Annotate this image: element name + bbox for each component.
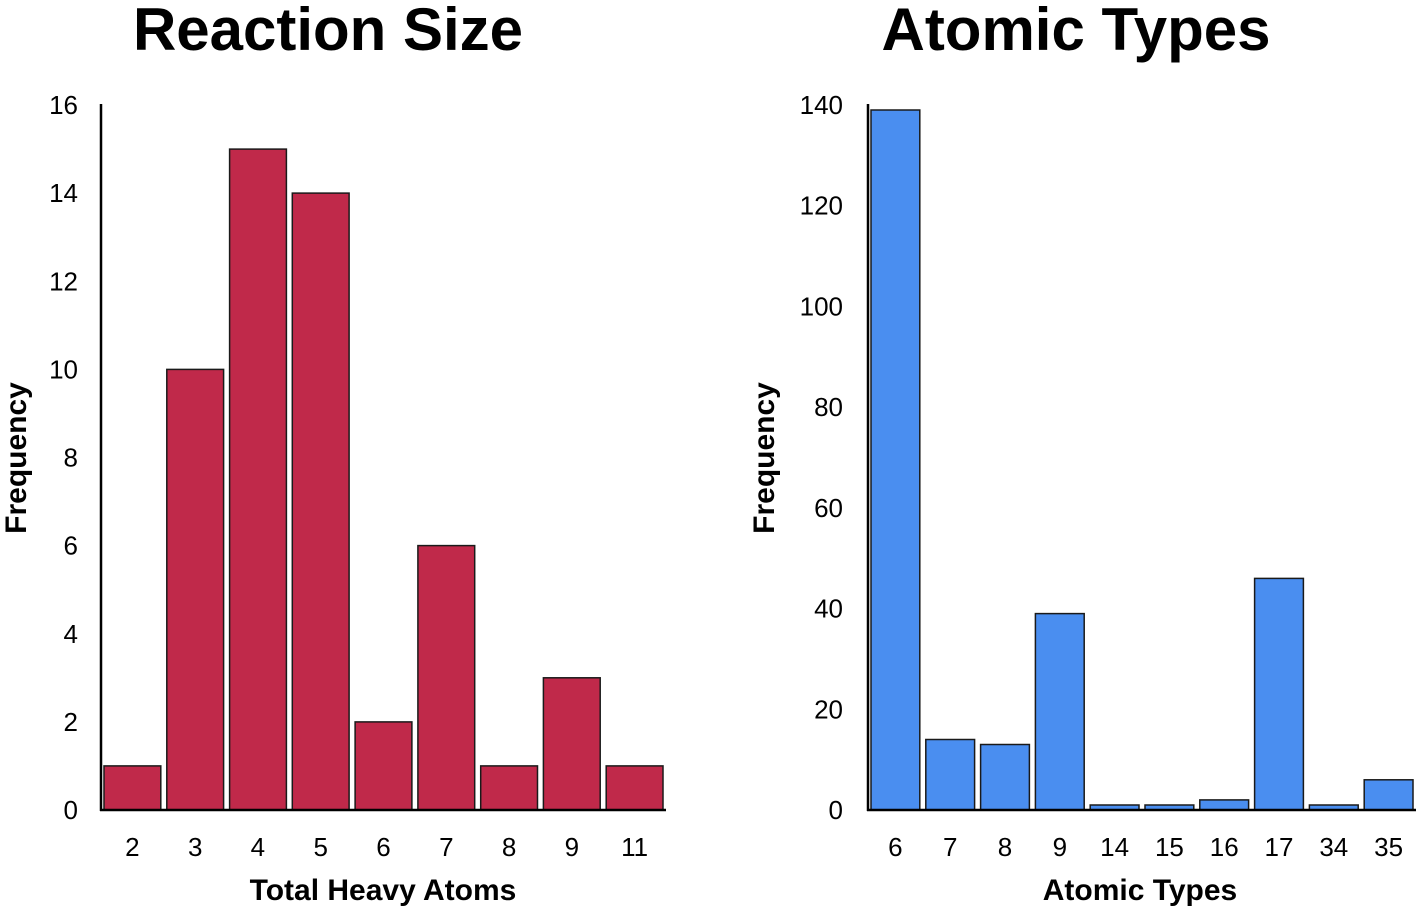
y-tick-label: 0 xyxy=(829,795,843,825)
bar-35 xyxy=(1363,779,1414,811)
x-tick-label: 9 xyxy=(1053,832,1067,862)
y-tick-labels: 0 20 40 60 80 100 120 140 xyxy=(800,90,843,825)
x-tick-label: 35 xyxy=(1374,832,1403,862)
y-axis-label: Frequency xyxy=(0,382,33,534)
y-tick-label: 10 xyxy=(49,354,78,384)
bar-5 xyxy=(291,192,350,811)
y-tick-label: 100 xyxy=(800,291,843,321)
x-tick-label: 5 xyxy=(313,832,327,862)
bar-16 xyxy=(1199,799,1250,811)
y-tick-label: 120 xyxy=(800,191,843,221)
x-tick-label: 8 xyxy=(502,832,516,862)
y-tick-label: 0 xyxy=(64,795,78,825)
y-tick-label: 2 xyxy=(64,707,78,737)
x-tick-label: 3 xyxy=(188,832,202,862)
x-tick-label: 34 xyxy=(1319,832,1348,862)
bar-6 xyxy=(354,721,413,811)
x-tick-label: 6 xyxy=(376,832,390,862)
bar-2 xyxy=(103,765,162,811)
x-tick-label: 8 xyxy=(998,832,1012,862)
bar-9 xyxy=(1034,612,1085,811)
y-tick-labels: 0 2 4 6 8 10 12 14 16 xyxy=(49,90,78,825)
y-axis-label: Frequency xyxy=(748,382,781,534)
bars xyxy=(103,148,664,811)
y-tick-label: 8 xyxy=(64,443,78,473)
x-tick-labels: 6 7 8 9 14 15 16 17 34 35 xyxy=(888,832,1403,862)
bar-7 xyxy=(925,738,976,811)
chart-title: Reaction Size xyxy=(133,0,523,63)
atomic-types-chart: Atomic Types Frequency Atomic Types 0 20 4… xyxy=(748,0,1416,907)
y-tick-label: 12 xyxy=(49,266,78,296)
bar-8 xyxy=(979,743,1031,811)
y-tick-label: 140 xyxy=(800,90,843,120)
y-tick-label: 6 xyxy=(64,531,78,561)
y-tick-label: 60 xyxy=(814,493,843,523)
bar-9 xyxy=(542,677,601,811)
y-tick-label: 40 xyxy=(814,594,843,624)
x-tick-label: 17 xyxy=(1265,832,1294,862)
y-tick-label: 80 xyxy=(814,392,843,422)
bar-4 xyxy=(228,148,288,811)
x-tick-label: 2 xyxy=(125,832,139,862)
x-tick-label: 16 xyxy=(1210,832,1239,862)
reaction-size-chart: Reaction Size Frequency Total Heavy Atom… xyxy=(0,0,666,907)
x-tick-label: 4 xyxy=(251,832,265,862)
x-tick-label: 11 xyxy=(621,832,648,862)
y-tick-label: 16 xyxy=(49,90,78,120)
bars xyxy=(870,109,1414,811)
y-tick-label: 14 xyxy=(49,178,78,208)
x-axis-label: Total Heavy Atoms xyxy=(250,874,517,907)
bar-7 xyxy=(417,544,476,811)
bar-3 xyxy=(166,368,225,811)
bar-6 xyxy=(870,109,921,811)
x-axis-label: Atomic Types xyxy=(1043,874,1238,907)
chart-title: Atomic Types xyxy=(882,0,1271,63)
y-tick-label: 4 xyxy=(64,619,78,649)
y-tick-label: 20 xyxy=(814,694,843,724)
x-tick-label: 15 xyxy=(1155,832,1184,862)
x-tick-label: 6 xyxy=(888,832,902,862)
x-tick-label: 14 xyxy=(1100,832,1129,862)
x-tick-label: 7 xyxy=(943,832,957,862)
x-tick-labels: 2 3 4 5 6 7 8 9 11 xyxy=(125,832,648,862)
bar-11 xyxy=(605,765,664,811)
bar-17 xyxy=(1253,577,1305,811)
x-tick-label: 7 xyxy=(439,832,453,862)
x-tick-label: 9 xyxy=(565,832,579,862)
bar-8 xyxy=(479,765,539,811)
